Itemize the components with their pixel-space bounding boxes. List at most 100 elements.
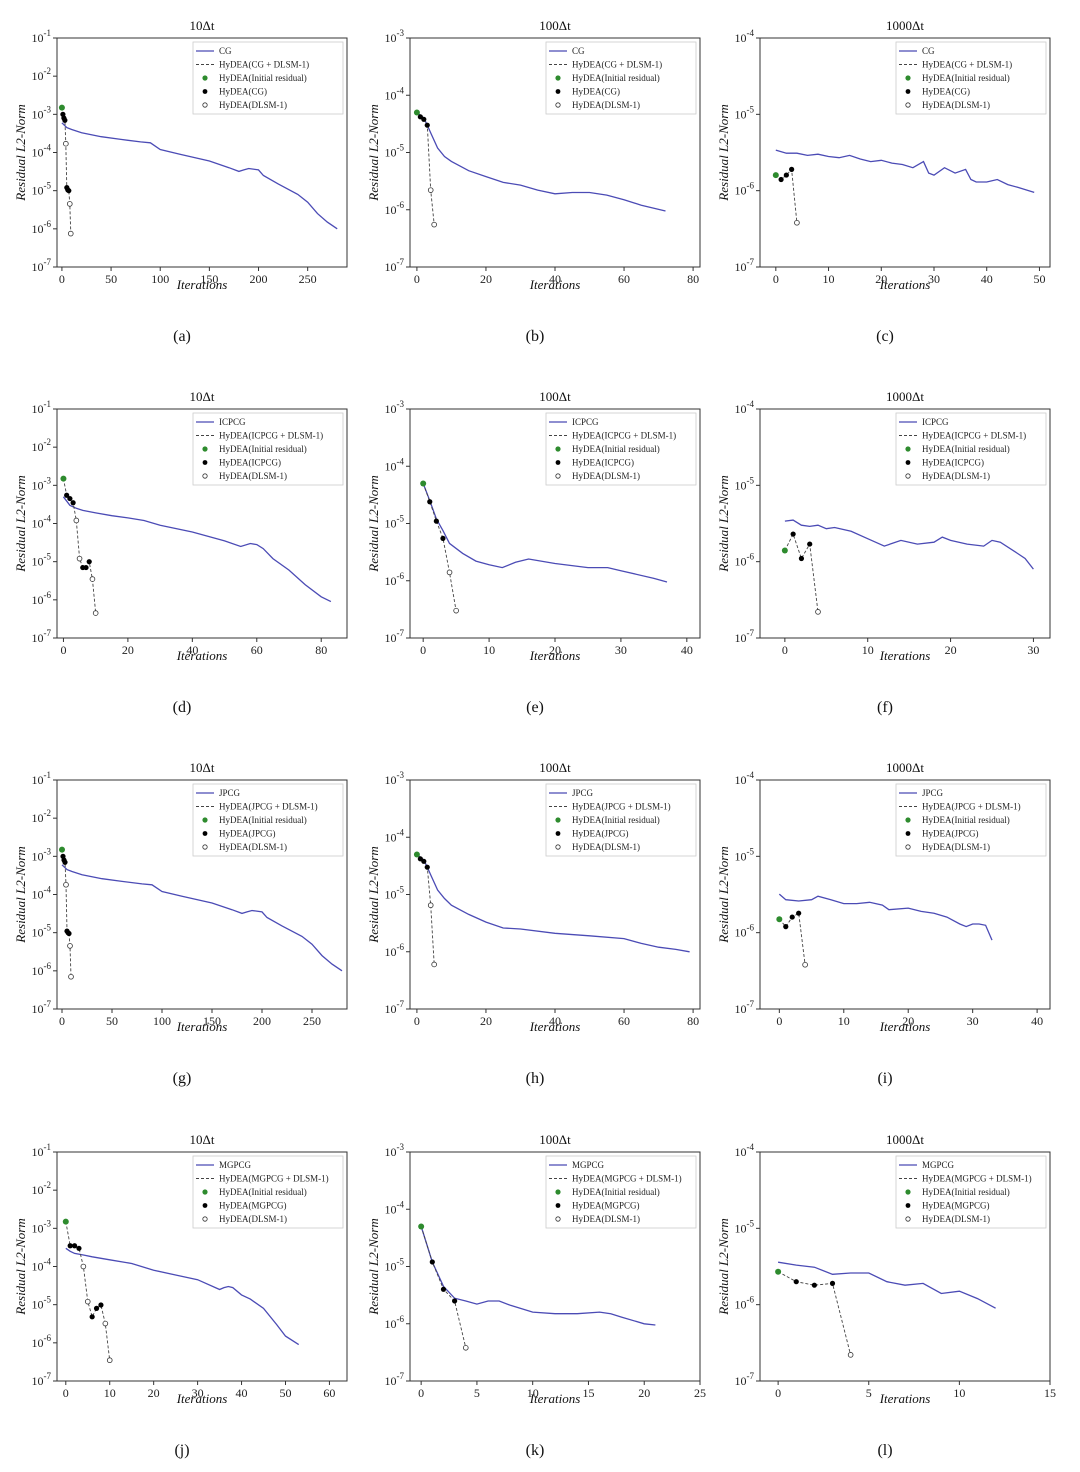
legend-entry: HyDEA(DLSM-1) bbox=[572, 471, 640, 481]
x-axis-label: Iterations bbox=[529, 1391, 581, 1406]
x-tick-label: 25 bbox=[694, 1386, 706, 1400]
point-solver bbox=[64, 492, 70, 498]
x-tick-label: 10 bbox=[104, 1386, 116, 1400]
legend-entry: HyDEA(MGPCG) bbox=[922, 1201, 990, 1211]
legend-swatch bbox=[905, 831, 911, 836]
y-tick-label: 10-4 bbox=[385, 1199, 405, 1216]
point-solver bbox=[798, 555, 805, 562]
chart-title: 10Δt bbox=[190, 760, 215, 775]
y-tick-label: 10-4 bbox=[385, 85, 405, 102]
legend-entry: HyDEA(Initial residual) bbox=[572, 73, 660, 83]
legend-entry: HyDEA(CG) bbox=[219, 87, 267, 97]
point-solver bbox=[796, 910, 802, 916]
legend: JPCG HyDEA(JPCG + DLSM-1) HyDEA(Initial re… bbox=[545, 783, 697, 857]
legend-entry: JPCG bbox=[922, 788, 944, 798]
point-solver bbox=[424, 122, 430, 128]
y-tick-label: 10-6 bbox=[735, 552, 755, 569]
y-axis-label: Residual L2-Norm bbox=[13, 1218, 28, 1315]
x-tick-label: 10 bbox=[527, 1386, 539, 1400]
legend-entry: HyDEA(CG + DLSM-1) bbox=[572, 60, 662, 70]
y-tick-label: 10-6 bbox=[735, 181, 755, 198]
y-tick-label: 10-3 bbox=[385, 1142, 405, 1159]
y-tick-label: 10-5 bbox=[735, 475, 755, 492]
x-axis-label: Iterations bbox=[529, 648, 581, 663]
legend-swatch bbox=[905, 89, 911, 94]
legend-entry: HyDEA(CG + DLSM-1) bbox=[219, 60, 309, 70]
x-axis-label: Iterations bbox=[176, 1019, 228, 1034]
legend-box bbox=[545, 1155, 697, 1229]
legend-box bbox=[545, 41, 697, 115]
chart-title: 1000Δt bbox=[886, 18, 924, 33]
chart-title: 1000Δt bbox=[886, 760, 924, 775]
point-dlsm bbox=[92, 610, 99, 616]
legend-entry: HyDEA(Initial residual) bbox=[922, 73, 1010, 83]
x-tick-label: 100 bbox=[151, 272, 169, 286]
legend-swatch bbox=[555, 1216, 561, 1222]
legend-entry: HyDEA(ICPCG) bbox=[572, 458, 634, 468]
point-solver bbox=[807, 541, 813, 547]
legend-entry: HyDEA(CG + DLSM-1) bbox=[922, 60, 1012, 70]
y-axis-label: Residual L2-Norm bbox=[366, 1218, 381, 1315]
x-tick-label: 20 bbox=[549, 643, 561, 657]
y-tick-label: 10-2 bbox=[32, 66, 52, 83]
legend-box bbox=[895, 412, 1047, 486]
point-solver bbox=[790, 531, 796, 537]
legend-entry: ICPCG bbox=[922, 417, 949, 427]
legend-entry: HyDEA(DLSM-1) bbox=[922, 1214, 990, 1224]
legend-swatch bbox=[905, 473, 911, 479]
x-tick-label: 80 bbox=[687, 1014, 699, 1028]
y-tick-label: 10-4 bbox=[735, 28, 755, 45]
x-tick-label: 40 bbox=[549, 1014, 561, 1028]
x-tick-label: 200 bbox=[253, 1014, 271, 1028]
legend: ICPCG HyDEA(ICPCG + DLSM-1) HyDEA(Initial … bbox=[895, 412, 1047, 486]
series-line-hybrid bbox=[61, 849, 72, 977]
point-initial-residual bbox=[59, 846, 65, 853]
point-solver bbox=[440, 1286, 447, 1292]
point-dlsm bbox=[446, 569, 453, 576]
x-axis-label: Iterations bbox=[879, 1019, 931, 1034]
point-solver bbox=[778, 176, 784, 183]
y-tick-label: 10-6 bbox=[735, 1295, 755, 1312]
y-axis-label: Residual L2-Norm bbox=[716, 104, 731, 201]
y-tick-label: 10-4 bbox=[385, 456, 405, 473]
legend: MGPCG HyDEA(MGPCG + DLSM-1) HyDEA(Initial … bbox=[545, 1155, 697, 1229]
y-tick-label: 10-5 bbox=[32, 552, 52, 569]
panel-caption: (d) bbox=[172, 699, 192, 716]
legend-entry: HyDEA(ICPCG + DLSM-1) bbox=[922, 431, 1026, 441]
legend-entry: CG bbox=[219, 46, 232, 56]
chart-panel-j: 10Δt 10-7 10-6 10-5 10-4 10-3 10-2 10-1 0 10 20 30 4… bbox=[13, 1132, 348, 1406]
x-tick-label: 80 bbox=[315, 643, 327, 657]
series-line-solver bbox=[778, 893, 993, 941]
x-tick-label: 30 bbox=[192, 1386, 204, 1400]
point-dlsm bbox=[80, 1263, 87, 1270]
series-line-solver bbox=[61, 122, 338, 230]
legend: JPCG HyDEA(JPCG + DLSM-1) HyDEA(Initial re… bbox=[895, 783, 1047, 857]
x-tick-label: 50 bbox=[279, 1386, 291, 1400]
panel-caption: (a) bbox=[173, 328, 191, 345]
x-tick-label: 30 bbox=[615, 643, 627, 657]
x-tick-label: 100 bbox=[153, 1014, 171, 1028]
point-initial-residual bbox=[413, 851, 420, 858]
legend-entry: HyDEA(JPCG + DLSM-1) bbox=[572, 802, 671, 812]
legend-entry: HyDEA(JPCG) bbox=[572, 829, 629, 839]
series-line-hybrid bbox=[416, 854, 435, 965]
legend: MGPCG HyDEA(MGPCG + DLSM-1) HyDEA(Initial … bbox=[895, 1155, 1047, 1229]
point-solver bbox=[70, 500, 76, 506]
series-line-solver bbox=[422, 483, 668, 583]
x-tick-label: 40 bbox=[681, 643, 693, 657]
x-tick-label: 40 bbox=[186, 643, 198, 657]
legend-swatch bbox=[202, 844, 208, 850]
x-tick-label: 0 bbox=[775, 1386, 781, 1400]
legend-entry: HyDEA(DLSM-1) bbox=[219, 471, 287, 481]
y-tick-label: 10-1 bbox=[32, 1142, 52, 1159]
y-tick-label: 10-3 bbox=[385, 28, 405, 45]
chart-panel-l: 1000Δt 10-7 10-6 10-5 10-4 0 5 10 15 Iterations Re… bbox=[716, 1132, 1056, 1406]
point-dlsm bbox=[427, 902, 434, 909]
legend-entry: HyDEA(Initial residual) bbox=[219, 73, 307, 83]
point-solver bbox=[429, 1259, 435, 1265]
point-dlsm bbox=[89, 576, 96, 582]
legend: ICPCG HyDEA(ICPCG + DLSM-1) HyDEA(Initial … bbox=[545, 412, 697, 486]
y-axis-label: Residual L2-Norm bbox=[716, 846, 731, 943]
x-axis-label: Iterations bbox=[529, 277, 581, 292]
legend-swatch bbox=[905, 102, 911, 108]
